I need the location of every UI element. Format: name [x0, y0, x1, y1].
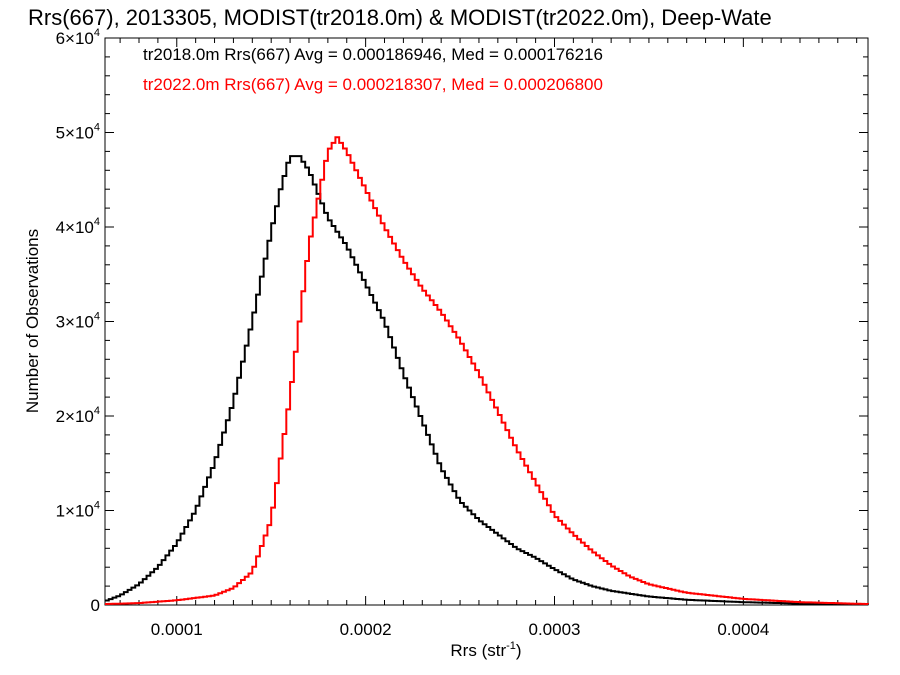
x-tick-label-2: 0.0003 — [528, 620, 580, 639]
y-axis: 0 1×104 2×104 3×104 4×104 5×104 6×104 — [56, 27, 868, 615]
legend-entry-2: tr2022.0m Rrs(667) Avg = 0.000218307, Me… — [143, 75, 603, 94]
y-tick-label-1: 1×104 — [56, 500, 100, 521]
x-axis-label: Rrs (str-1) — [450, 640, 521, 660]
series-layer — [105, 136, 869, 606]
y-tick-label-0: 0 — [91, 596, 100, 615]
y-axis-label: Number of Observations — [23, 229, 42, 413]
y-tick-label-5: 5×104 — [56, 122, 100, 143]
y-tick-label-2: 2×104 — [56, 405, 100, 426]
chart-title: Rrs(667), 2013305, MODIST(tr2018.0m) & M… — [28, 5, 772, 30]
x-axis-label-sup: -1 — [506, 640, 516, 652]
y-tick-label-4: 4×104 — [56, 216, 100, 237]
x-axis-label-main: Rrs (str — [450, 641, 506, 660]
plot-frame — [104, 37, 869, 606]
series-line-tr2022.0m — [105, 136, 869, 605]
x-axis-label-close: ) — [516, 641, 522, 660]
series-line-tr2018.0m — [105, 155, 869, 606]
x-tick-label-1: 0.0002 — [340, 620, 392, 639]
y-tick-label-6: 6×104 — [56, 27, 100, 48]
x-tick-label-3: 0.0004 — [717, 620, 769, 639]
legend-entry-1: tr2018.0m Rrs(667) Avg = 0.000186946, Me… — [143, 45, 603, 64]
y-tick-label-3: 3×104 — [56, 311, 100, 332]
plot-border — [104, 37, 869, 606]
x-tick-label-0: 0.0001 — [151, 620, 203, 639]
x-axis: 0.0001 0.0002 0.0003 0.0004 — [119, 38, 858, 639]
